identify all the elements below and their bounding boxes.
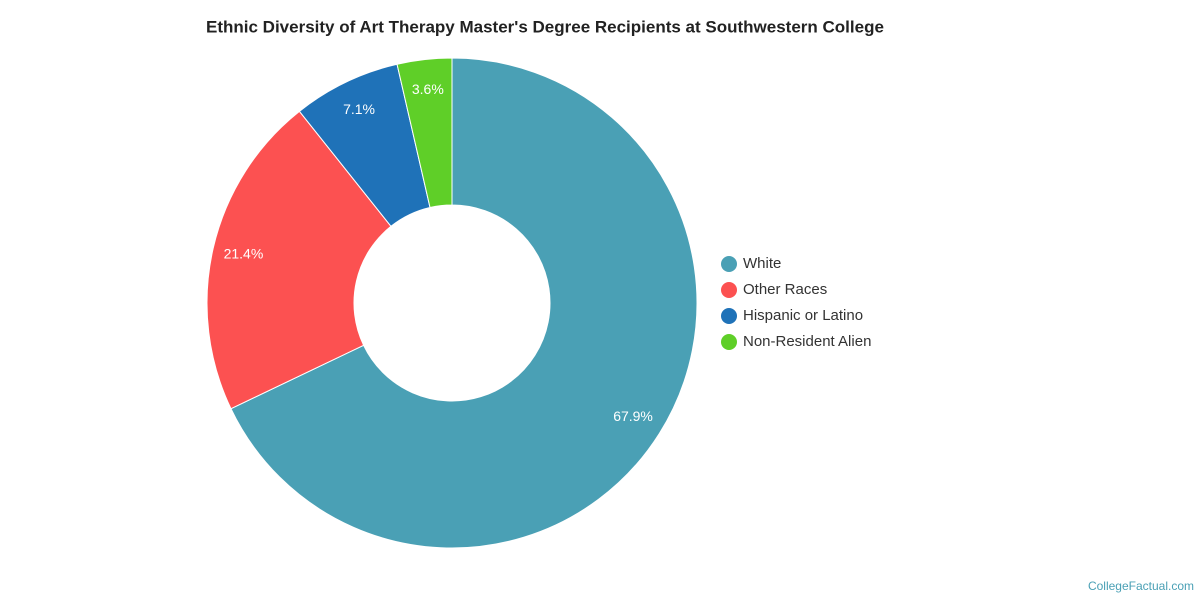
donut-slice xyxy=(396,57,453,209)
donut-slice xyxy=(206,110,392,410)
legend-label: Hispanic or Latino xyxy=(743,307,863,324)
value-label: 7.1% xyxy=(343,101,375,117)
value-label: 67.9% xyxy=(613,408,653,424)
donut-slice xyxy=(230,57,698,549)
legend-label: Other Races xyxy=(743,281,827,298)
legend-swatch xyxy=(721,334,737,350)
value-label: 21.4% xyxy=(224,246,264,262)
chart-title: Ethnic Diversity of Art Therapy Master's… xyxy=(206,17,884,36)
legend-swatch xyxy=(721,282,737,298)
legend-swatch xyxy=(721,308,737,324)
legend-label: Non-Resident Alien xyxy=(743,333,871,350)
legend-label: White xyxy=(743,255,781,272)
watermark: CollegeFactual.com xyxy=(1088,579,1194,593)
legend-swatch xyxy=(721,256,737,272)
value-label: 3.6% xyxy=(412,81,444,97)
